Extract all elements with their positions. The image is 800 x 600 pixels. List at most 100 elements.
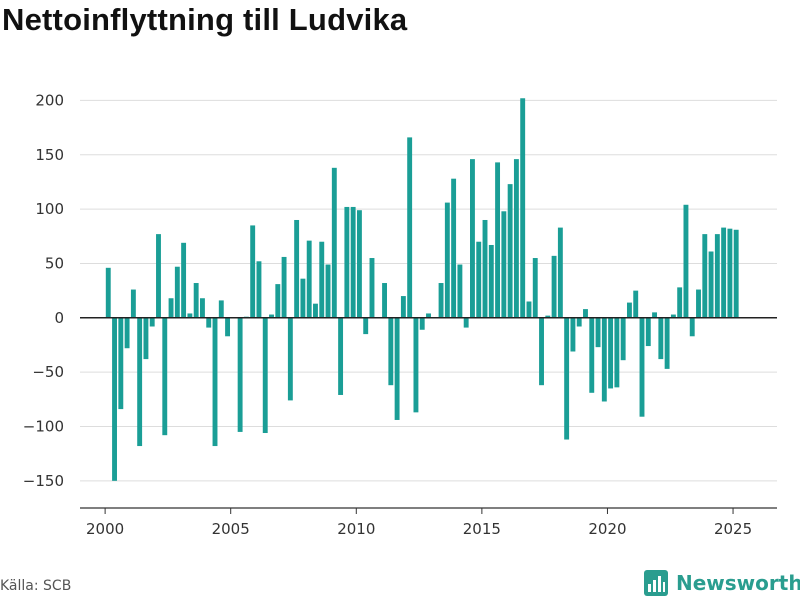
bar-2011Q1 <box>382 283 387 318</box>
bar-2013Q4 <box>451 178 457 318</box>
bar-2012Q4 <box>426 313 431 318</box>
bar-2022Q2 <box>664 317 670 369</box>
bar-2012Q2 <box>413 317 419 413</box>
bars <box>105 98 739 481</box>
bar-2011Q3 <box>394 317 400 420</box>
bar-2006Q2 <box>262 317 268 434</box>
bar-2002Q3 <box>168 298 174 318</box>
bar-2024Q2 <box>714 234 720 318</box>
bar-2000Q1 <box>105 267 111 318</box>
bar-2022Q3 <box>670 314 676 318</box>
bar-2016Q2 <box>513 159 519 318</box>
bar-2015Q3 <box>495 162 501 318</box>
bar-2011Q4 <box>400 296 406 318</box>
bar-2016Q3 <box>520 98 526 318</box>
y-tick-label: −100 <box>23 417 64 435</box>
y-tick-label: −50 <box>32 363 64 381</box>
bar-2006Q1 <box>256 261 262 318</box>
bar-2023Q3 <box>696 289 701 318</box>
bar-2010Q1 <box>356 210 362 318</box>
bar-2015Q1 <box>482 219 488 318</box>
y-tick-label: 0 <box>54 309 64 327</box>
bar-2000Q2 <box>112 317 117 481</box>
bar-2014Q2 <box>463 317 469 328</box>
bar-2002Q4 <box>174 266 180 318</box>
x-tick-label: 2025 <box>714 520 752 538</box>
bar-2024Q4 <box>727 228 733 318</box>
bar-2008Q3 <box>319 241 325 318</box>
bar-2009Q3 <box>344 206 350 318</box>
bar-2020Q1 <box>608 317 614 389</box>
bar-2014Q4 <box>476 241 482 318</box>
bar-2006Q3 <box>269 314 274 318</box>
bar-2004Q2 <box>212 317 218 447</box>
bar-2010Q2 <box>363 317 369 335</box>
newsworthy-logo-icon <box>644 570 668 596</box>
bar-2011Q2 <box>388 317 394 386</box>
bar-2007Q4 <box>300 278 306 318</box>
bar-2022Q1 <box>658 317 664 360</box>
bar-2019Q3 <box>595 317 601 348</box>
bar-2013Q3 <box>444 202 450 318</box>
x-tick-label: 2000 <box>86 520 124 538</box>
bar-2018Q3 <box>570 317 576 352</box>
bar-2009Q2 <box>338 317 344 395</box>
bar-2002Q1 <box>156 234 161 318</box>
bar-2005Q4 <box>250 225 256 318</box>
bar-2020Q4 <box>626 302 632 318</box>
x-tick-label: 2005 <box>212 520 250 538</box>
x-tick-label: 2015 <box>463 520 501 538</box>
y-tick-label: 150 <box>35 146 64 164</box>
brand-logo[interactable]: Newsworthy <box>644 570 800 596</box>
bar-2020Q2 <box>614 317 620 388</box>
bar-2009Q1 <box>331 167 337 318</box>
bar-2019Q4 <box>601 317 607 402</box>
bar-2003Q3 <box>193 283 199 318</box>
source-note: Källa: SCB <box>0 578 72 594</box>
bar-2007Q2 <box>287 317 293 401</box>
bar-2001Q2 <box>137 317 143 447</box>
bar-2021Q2 <box>639 317 645 417</box>
bar-2013Q2 <box>438 283 444 318</box>
y-tick-label: 200 <box>35 91 64 109</box>
bar-2004Q3 <box>218 300 224 318</box>
bar-2000Q3 <box>118 317 124 410</box>
bar-2021Q3 <box>645 317 651 347</box>
bar-2005Q2 <box>237 317 243 432</box>
bar-2002Q2 <box>162 317 168 436</box>
bar-2017Q1 <box>532 258 538 318</box>
bar-2021Q4 <box>652 312 658 318</box>
bar-2006Q4 <box>275 284 281 318</box>
bar-2014Q3 <box>470 159 475 318</box>
bar-2004Q4 <box>225 317 231 337</box>
axes <box>80 317 777 509</box>
y-axis-ticks: −150 −100 −50 0 50 100 150 200 <box>23 91 64 489</box>
gridlines <box>80 99 777 482</box>
bar-2007Q3 <box>294 219 300 318</box>
bar-2003Q2 <box>187 313 193 318</box>
bar-2016Q1 <box>507 184 513 318</box>
bar-2008Q4 <box>325 264 331 318</box>
bar-2021Q1 <box>633 290 639 318</box>
bar-2017Q2 <box>539 317 544 386</box>
bar-2023Q4 <box>702 234 708 318</box>
bar-2019Q1 <box>583 309 588 318</box>
bar-2015Q4 <box>501 211 507 318</box>
x-axis-ticks: 2000 2005 2010 2015 2020 2025 <box>86 508 752 538</box>
brand-name: Newsworthy <box>676 571 800 595</box>
bar-2012Q1 <box>407 137 413 318</box>
bar-2025Q1 <box>733 229 739 318</box>
bar-2018Q4 <box>576 317 582 327</box>
y-tick-label: 100 <box>35 200 64 218</box>
bar-2016Q4 <box>526 301 532 318</box>
bar-2018Q2 <box>564 317 570 440</box>
bar-2012Q3 <box>419 317 425 330</box>
bar-2024Q3 <box>721 227 727 318</box>
bar-2023Q2 <box>689 317 695 337</box>
x-tick-label: 2010 <box>337 520 375 538</box>
bar-2024Q1 <box>708 251 714 318</box>
x-tick-label: 2020 <box>588 520 626 538</box>
y-tick-label: 50 <box>45 254 64 272</box>
bar-2001Q3 <box>143 317 149 360</box>
